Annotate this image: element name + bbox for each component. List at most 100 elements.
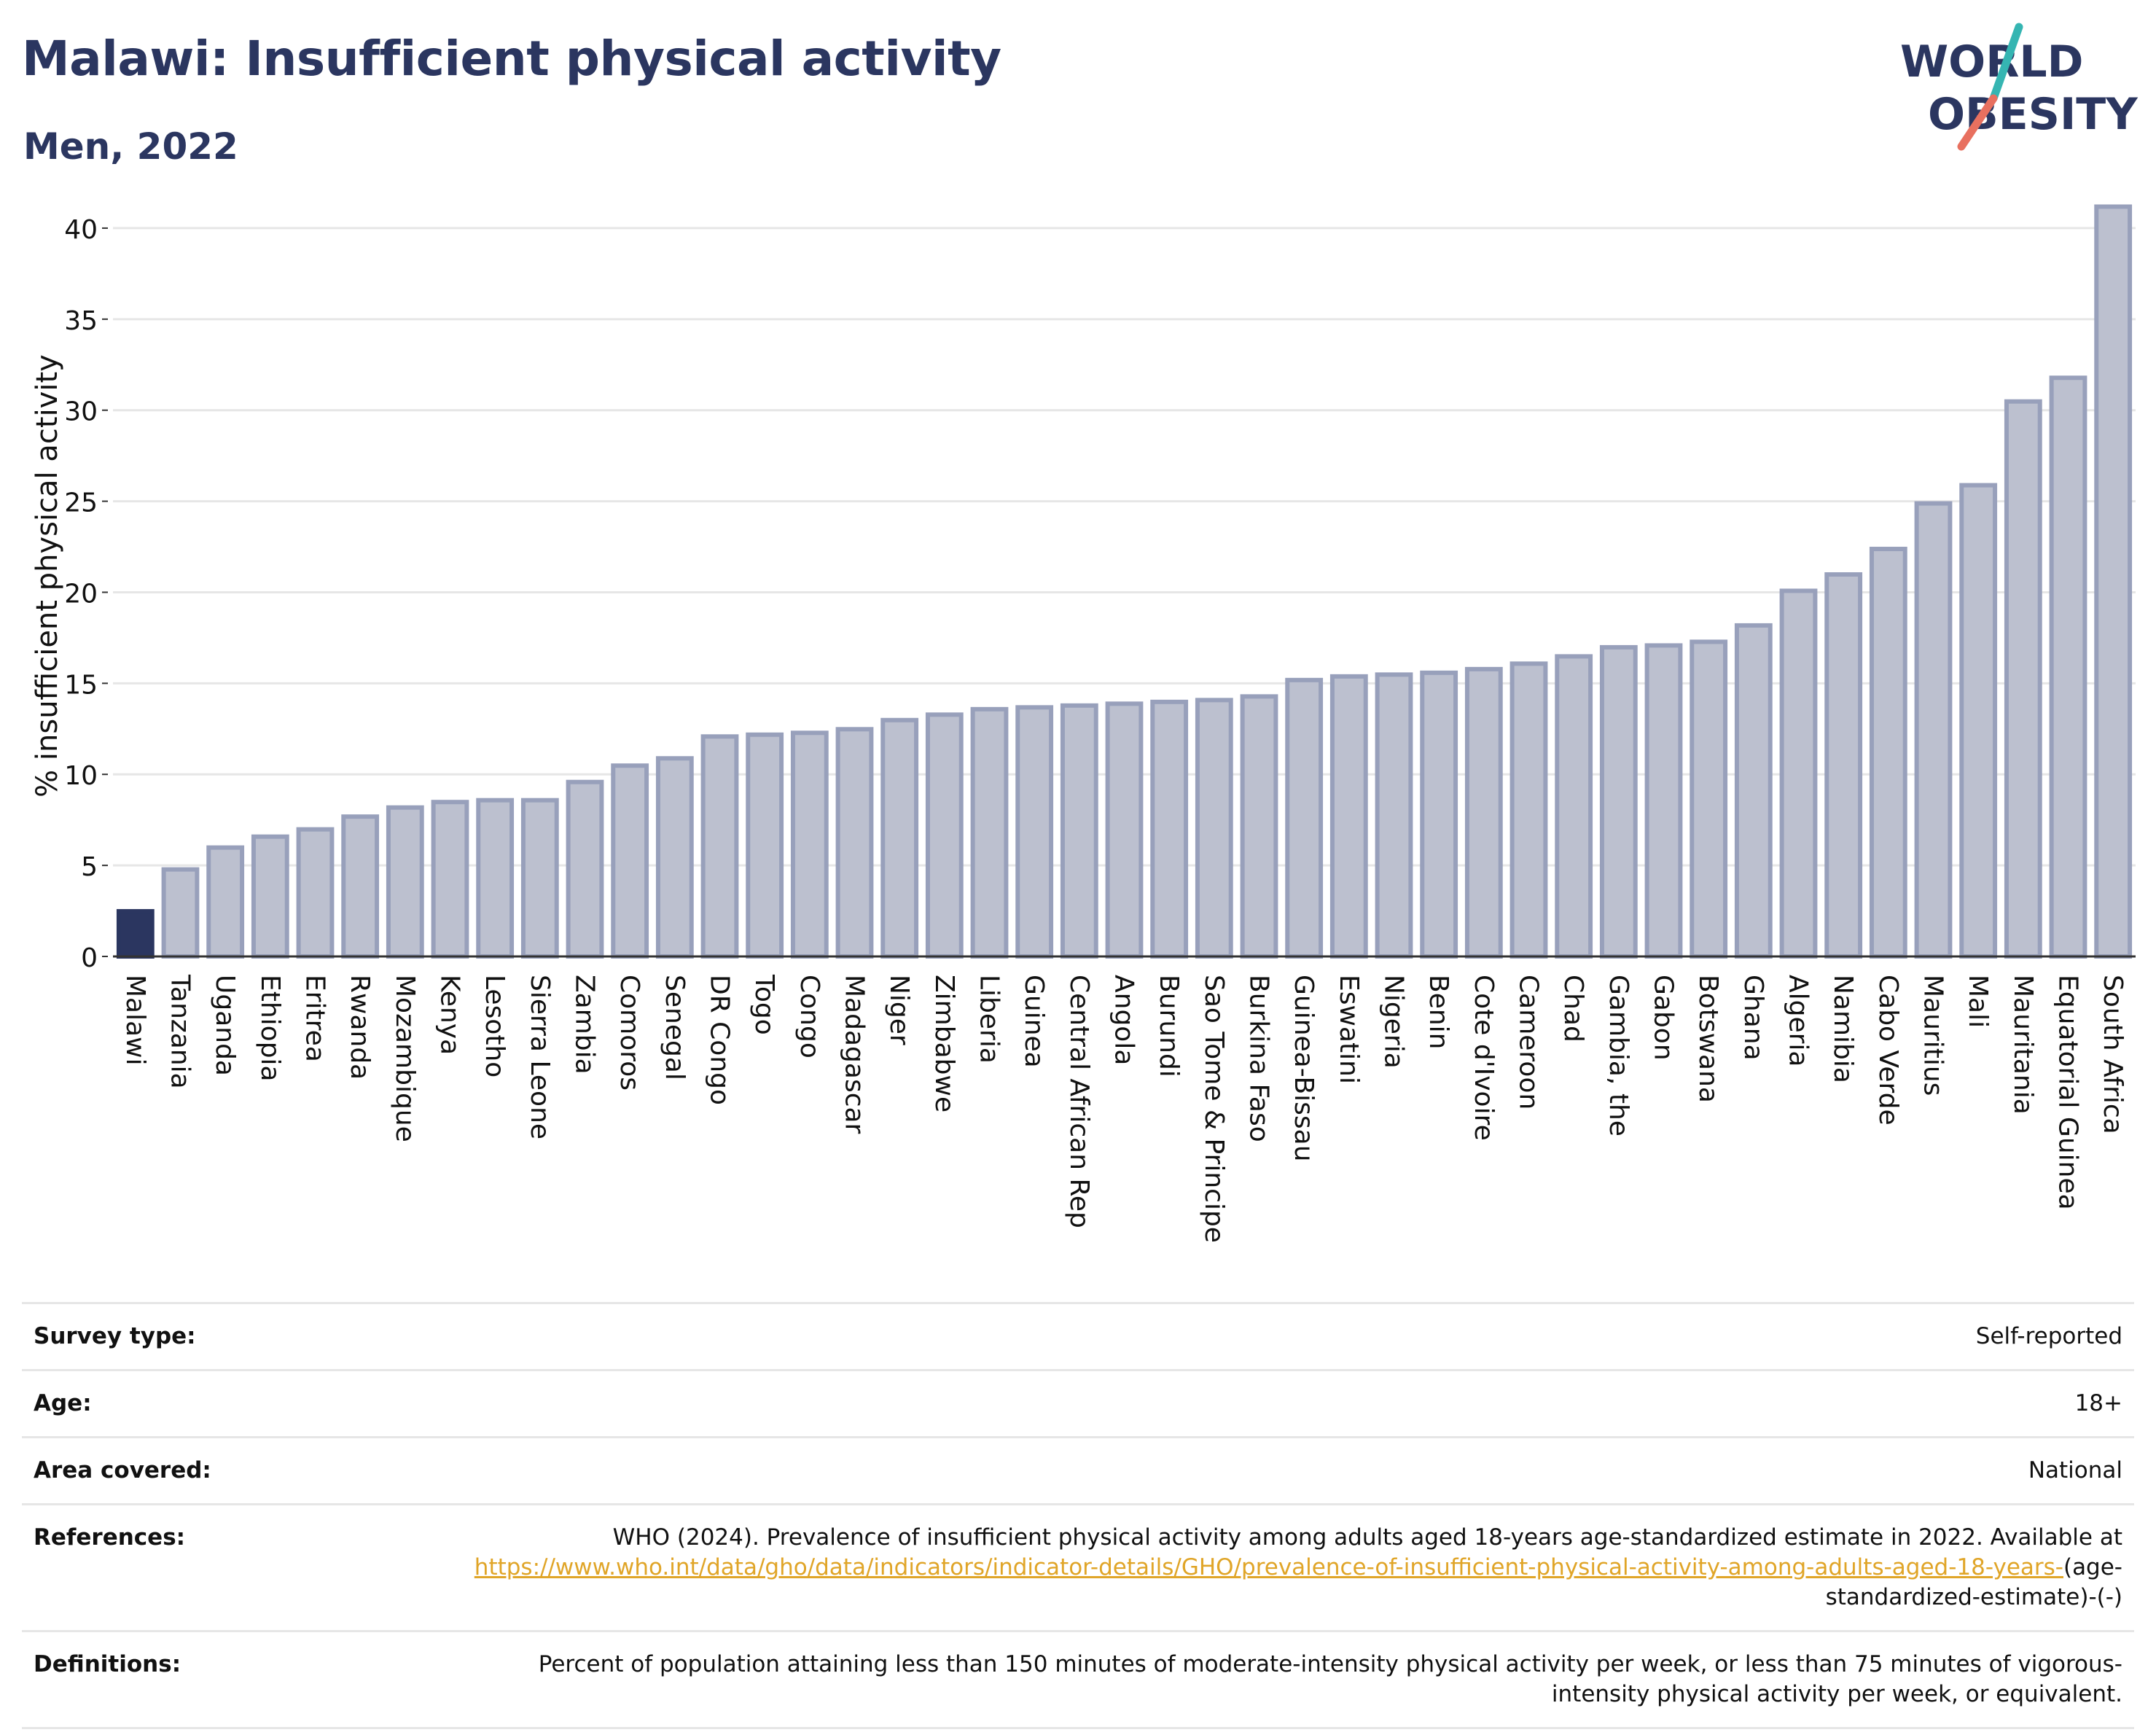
bar-cameroon <box>1509 661 1548 959</box>
bar-comoros <box>611 763 649 959</box>
x-tick-label: DR Congo <box>705 975 735 1105</box>
references-row: References: WHO (2024). Prevalence of in… <box>22 1503 2134 1630</box>
bar-chad <box>1555 654 1593 959</box>
y-tick-label: 15 <box>64 670 98 700</box>
x-tick-label: Central African Rep <box>1064 975 1094 1228</box>
y-tick-label: 25 <box>64 488 98 518</box>
references-text: WHO (2024). Prevalence of insufficient p… <box>612 1524 2122 1551</box>
x-tick-label: Comoros <box>614 975 644 1091</box>
bar-sierra-leone <box>520 798 559 959</box>
x-tick-label: Togo <box>749 974 779 1035</box>
bar-mali <box>1959 483 1998 959</box>
y-tick-label: 35 <box>64 306 98 336</box>
definitions-label: Definitions: <box>34 1651 181 1677</box>
x-tick-label: Sao Tome & Principe <box>1199 975 1229 1243</box>
x-tick-label: Kenya <box>435 975 465 1055</box>
y-tick-label: 0 <box>81 943 98 973</box>
x-tick-label: Guinea-Bissau <box>1289 975 1319 1162</box>
age-value: 18+ <box>2074 1390 2122 1416</box>
definitions-value: Percent of population attaining less tha… <box>538 1651 2122 1707</box>
x-tick-label: Angola <box>1109 975 1139 1065</box>
world-obesity-logo: WORLD OBESITY <box>1900 23 2139 151</box>
bar-mauritius <box>1914 501 1953 959</box>
chart-title: Malawi: Insufficient physical activity <box>22 31 1001 87</box>
bar-congo <box>790 730 829 959</box>
bar-cabo-verde <box>1869 547 1907 959</box>
age-label: Age: <box>34 1390 92 1416</box>
bar-burkina-faso <box>1240 694 1278 959</box>
bar-gambia-the <box>1599 644 1638 959</box>
x-tick-label: Zimbabwe <box>929 975 959 1112</box>
age-row: Age: 18+ <box>22 1369 2134 1436</box>
bar-equatorial-guinea <box>2049 375 2087 959</box>
logo-slash-coral <box>1957 94 1998 151</box>
x-tick-label: Madagascar <box>840 975 870 1134</box>
axes: 0 5 10 15 20 25 30 35 40 Malawi Tanzania Uganda Ethi… <box>64 215 2136 1243</box>
x-tick-label: Cote d'Ivoire <box>1469 975 1499 1141</box>
bar-dr-congo <box>700 734 739 959</box>
y-tick-label: 20 <box>64 579 98 609</box>
x-tick-label: Nigeria <box>1379 975 1409 1069</box>
area-covered-row: Area covered: National <box>22 1436 2134 1503</box>
bar-uganda <box>206 845 245 959</box>
bar-eritrea <box>296 827 335 959</box>
x-tick-label: Algeria <box>1784 975 1813 1067</box>
x-tick-label: Gambia, the <box>1604 975 1633 1136</box>
chart-subtitle: Men, 2022 <box>23 125 238 168</box>
survey-type-label: Survey type: <box>34 1323 196 1349</box>
x-tick-label: Tanzania <box>165 974 195 1089</box>
x-tick-label: Malawi <box>120 975 150 1066</box>
bar-benin <box>1420 670 1458 959</box>
bar-kenya <box>431 800 469 959</box>
y-tick-label: 40 <box>64 215 98 245</box>
bar-guinea <box>1015 705 1054 959</box>
bar-lesotho <box>476 798 515 959</box>
x-tick-label: Gabon <box>1649 975 1679 1061</box>
x-tick-label: Eritrea <box>300 975 330 1062</box>
bar-botswana <box>1690 639 1728 959</box>
x-tick-label: Congo <box>794 975 824 1058</box>
x-tick-label: Cabo Verde <box>1873 975 1903 1126</box>
x-tick-label: Mauritius <box>1918 975 1948 1096</box>
x-tick-label: Uganda <box>210 975 240 1076</box>
x-tick-label: Sierra Leone <box>525 975 555 1139</box>
area-covered-label: Area covered: <box>34 1457 211 1483</box>
x-tick-label: Niger <box>884 975 914 1045</box>
x-tick-label: Mali <box>1963 975 1993 1028</box>
x-tick-label: Rwanda <box>345 975 375 1080</box>
bar-rwanda <box>341 814 380 959</box>
logo-slash-teal <box>1989 23 2023 103</box>
y-tick-label: 5 <box>81 852 98 882</box>
x-tick-label: Botswana <box>1693 975 1723 1103</box>
bar-central-african-rep <box>1060 703 1098 959</box>
bar-zambia <box>566 779 604 959</box>
x-tick-label: Lesotho <box>480 975 509 1077</box>
bar-cote-d-ivoire <box>1464 666 1503 959</box>
bar-madagascar <box>835 727 874 959</box>
bar-eswatini <box>1329 674 1368 959</box>
references-value: WHO (2024). Prevalence of insufficient p… <box>461 1523 2122 1613</box>
references-link[interactable]: https://www.who.int/data/gho/data/indica… <box>474 1554 2063 1580</box>
references-suffix: (age-standardized-estimate)-(-) <box>1825 1554 2122 1610</box>
bar-niger <box>880 717 919 959</box>
x-tick-label: Chad <box>1558 975 1588 1042</box>
bar-south-africa <box>2094 204 2133 959</box>
x-tick-label: Namibia <box>1828 975 1858 1083</box>
x-tick-label: Guinea <box>1019 975 1049 1068</box>
y-tick-label: 30 <box>64 397 98 427</box>
logo-line2: OBESITY <box>1928 89 2139 140</box>
x-tick-label: Burundi <box>1154 975 1184 1077</box>
bar-liberia <box>970 706 1009 959</box>
x-tick-label: Ethiopia <box>255 975 285 1082</box>
x-tick-label: Mauritania <box>2008 975 2038 1115</box>
bar-togo <box>746 732 784 959</box>
x-tick-label: South Africa <box>2098 975 2128 1134</box>
bar-mauritania <box>2004 399 2042 959</box>
definitions-row: Definitions: Percent of population attai… <box>22 1630 2134 1729</box>
bar-ghana <box>1734 623 1773 959</box>
bar-sao-tome-principe <box>1195 698 1233 959</box>
y-axis-label: % insufficient physical activity <box>31 354 64 798</box>
bar-mozambique <box>386 805 424 959</box>
bar-ethiopia <box>251 834 289 959</box>
survey-type-value: Self-reported <box>1975 1323 2122 1349</box>
